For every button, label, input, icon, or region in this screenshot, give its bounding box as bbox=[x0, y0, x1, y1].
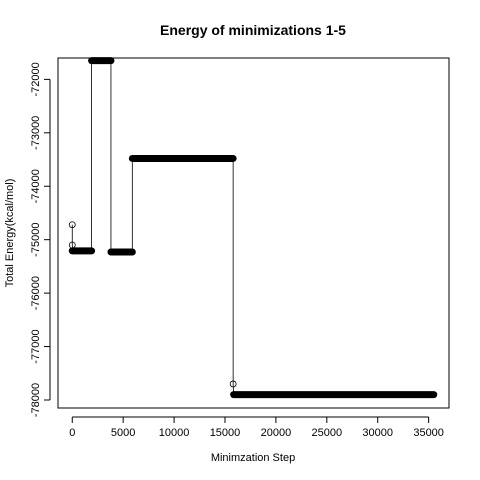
axes: 0 5000 10000 15000 20000 25000 30000 35000 -7800… bbox=[30, 57, 450, 439]
y-tick-label: -77000 bbox=[30, 329, 42, 363]
x-tick-label: 30000 bbox=[362, 427, 393, 439]
data-point bbox=[68, 221, 76, 229]
series-line bbox=[71, 60, 434, 396]
data-point bbox=[68, 241, 76, 249]
plot-frame bbox=[57, 57, 450, 409]
data-point bbox=[229, 380, 237, 388]
x-tick-label: 35000 bbox=[413, 427, 444, 439]
y-tick-label: -75000 bbox=[30, 223, 42, 257]
x-tick-label: 10000 bbox=[159, 427, 190, 439]
y-axis-label: Total Energy(kcal/mol) bbox=[4, 179, 16, 288]
y-tick-label: -78000 bbox=[30, 383, 42, 417]
y-tick-label: -72000 bbox=[30, 62, 42, 96]
x-tick-label: 5000 bbox=[111, 427, 135, 439]
y-tick-label: -74000 bbox=[30, 169, 42, 203]
y-tick-label: -76000 bbox=[30, 276, 42, 310]
y-tick-label: -73000 bbox=[30, 116, 42, 150]
x-axis-label: Minimzation Step bbox=[211, 452, 295, 464]
x-tick-label: 20000 bbox=[261, 427, 292, 439]
x-tick-label: 15000 bbox=[210, 427, 241, 439]
x-tick-label: 0 bbox=[69, 427, 75, 439]
plot-area bbox=[68, 57, 438, 399]
chart-title: Energy of minimizations 1-5 bbox=[160, 22, 346, 38]
x-tick-label: 25000 bbox=[312, 427, 343, 439]
